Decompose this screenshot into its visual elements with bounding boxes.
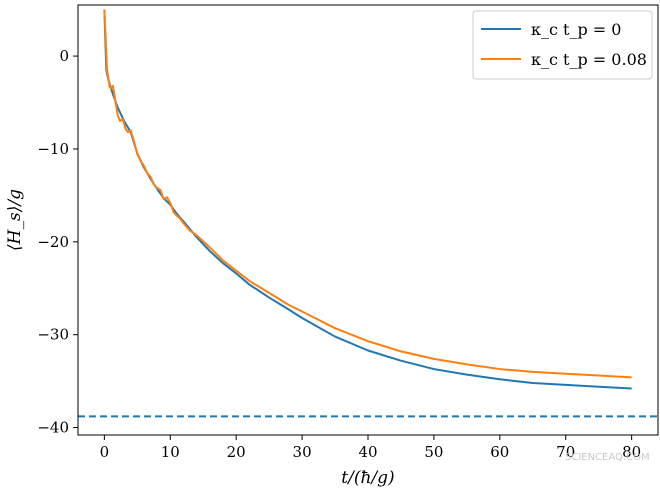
- y-tick-label: −10: [37, 140, 69, 158]
- legend: κ_c t_p = 0 κ_c t_p = 0.08: [472, 10, 653, 80]
- x-tick-label: 50: [424, 443, 443, 461]
- y-tick-label: −20: [37, 233, 69, 251]
- x-tick-label: 40: [358, 443, 377, 461]
- y-tick-label: −40: [37, 419, 69, 437]
- x-tick-label: 60: [490, 443, 509, 461]
- legend-label-series-2: κ_c t_p = 0.08: [531, 50, 647, 69]
- legend-label-series-1: κ_c t_p = 0: [531, 20, 621, 39]
- x-tick-label: 20: [227, 443, 246, 461]
- y-tick-label: −30: [37, 326, 69, 344]
- x-tick-label: 0: [100, 443, 110, 461]
- y-axis-label: ⟨H_s⟩/g: [5, 189, 25, 251]
- y-axis-ticks: 0 −10 −20 −30 −40: [37, 47, 78, 437]
- x-tick-label: 80: [622, 443, 641, 461]
- x-axis-ticks: 0 10 20 30 40 50 60 70 80: [100, 435, 641, 461]
- series-line-1: [103, 9, 632, 390]
- x-tick-label: 10: [161, 443, 180, 461]
- x-tick-label: 30: [293, 443, 312, 461]
- series-line-2: [103, 9, 632, 379]
- x-axis-label: t/(ħ/g): [341, 468, 394, 488]
- watermark: SCIENCEAQ.COM: [565, 452, 650, 463]
- y-tick-label: 0: [59, 47, 69, 65]
- series-lines-layer: [103, 9, 632, 390]
- x-tick-label: 70: [556, 443, 575, 461]
